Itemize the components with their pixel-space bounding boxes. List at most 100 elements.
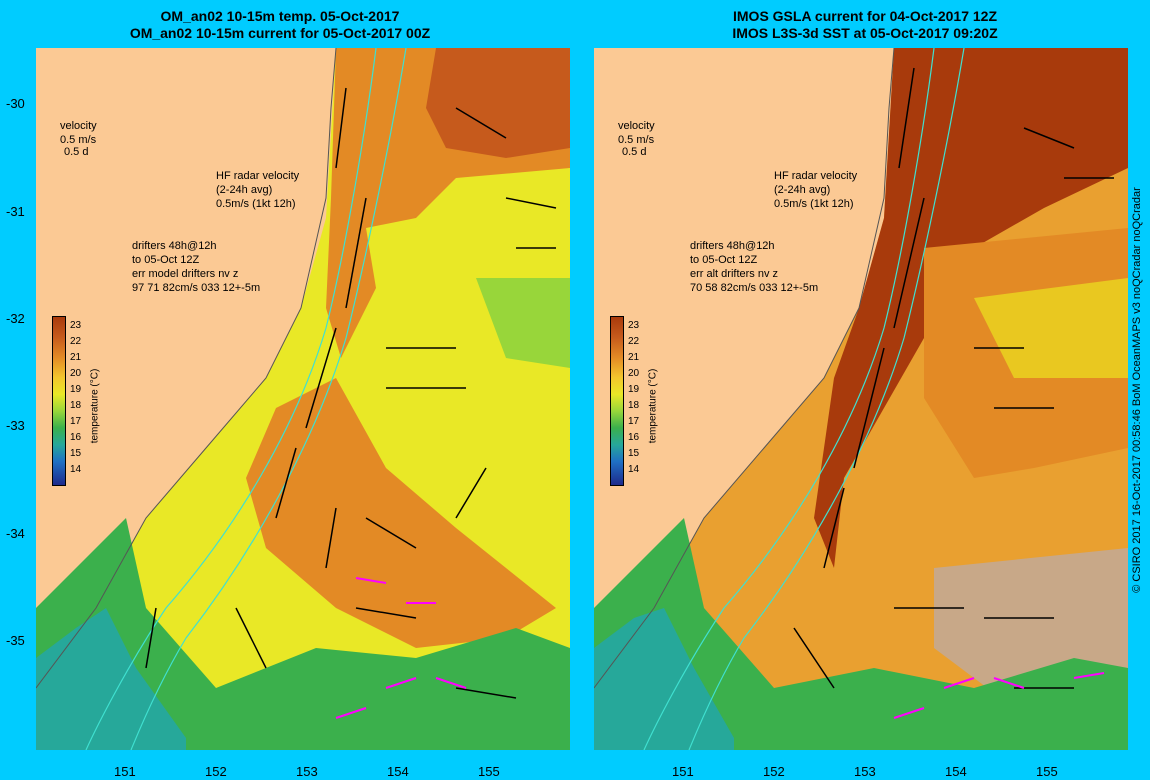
colorbar-tick: 18	[70, 400, 82, 411]
colorbar-tick: 20	[70, 368, 82, 379]
colorbar-tick: 18	[628, 400, 640, 411]
hf-radar-arrow	[1073, 672, 1105, 679]
right-title-line2: IMOS L3S-3d SST at 05-Oct-2017 09:20Z	[732, 25, 998, 41]
right-panel-title: IMOS GSLA current for 04-Oct-2017 12Z IM…	[585, 8, 1145, 42]
hf-radar-arrow	[943, 677, 975, 689]
longitude-tick: 153	[854, 764, 876, 779]
isobath-line	[130, 48, 407, 750]
hf-radar-arrow	[355, 577, 387, 584]
drifters-legend-line3: err alt drifters nv z	[690, 268, 779, 280]
coastline	[594, 48, 895, 689]
colorbar: 23 22 21 20 19 18 17 16 15 14 temperatur…	[610, 316, 690, 486]
warm-tongue	[366, 168, 570, 288]
right-sst-map	[594, 48, 1128, 750]
left-sst-map	[36, 48, 570, 750]
hf-radar-arrow	[435, 677, 467, 689]
latitude-tick: -30	[6, 96, 25, 111]
mid-water	[974, 278, 1128, 378]
warm-eddy	[246, 378, 556, 648]
current-arrow	[455, 467, 487, 519]
colorbar-tick: 19	[628, 384, 640, 395]
colorbar-tick: 21	[70, 352, 82, 363]
latitude-tick: -31	[6, 204, 25, 219]
latitude-tick: -32	[6, 311, 25, 326]
colorbar-tick: 16	[628, 432, 640, 443]
colorbar-tick: 21	[628, 352, 640, 363]
colorbar-tick: 23	[70, 320, 82, 331]
drifters-legend-line1: drifters 48h@12h	[132, 240, 217, 252]
colorbar-tick: 17	[70, 416, 82, 427]
velocity-legend-days: 0.5 d	[64, 146, 89, 158]
colorbar: 23 22 21 20 19 18 17 16 15 14 temperatur…	[52, 316, 132, 486]
current-arrow	[793, 627, 835, 689]
current-arrow	[275, 447, 297, 519]
longitude-tick: 152	[763, 764, 785, 779]
hf-radar-legend-line2: (2-24h avg)	[774, 184, 831, 196]
colorbar-tick: 22	[70, 336, 82, 347]
drifters-legend-line2: to 05-Oct 12Z	[132, 254, 200, 266]
velocity-legend-label: velocity	[60, 120, 97, 132]
hf-radar-arrow	[893, 707, 925, 719]
current-arrow	[145, 607, 157, 669]
current-arrow	[355, 607, 417, 619]
cool-patch-east	[476, 278, 570, 368]
velocity-legend-scale: 0.5 m/s	[60, 134, 97, 146]
hf-radar-legend-line1: HF radar velocity	[216, 170, 300, 182]
colorbar-unit-label: temperature (°C)	[647, 368, 659, 444]
isobath-line	[85, 48, 377, 750]
longitude-tick: 151	[672, 764, 694, 779]
longitude-tick: 154	[387, 764, 409, 779]
drifters-legend-line1: drifters 48h@12h	[690, 240, 775, 252]
current-arrow	[455, 107, 507, 139]
left-title-line1: OM_an02 10-15m temp. 05-Oct-2017	[160, 8, 400, 24]
longitude-tick: 155	[478, 764, 500, 779]
hf-radar-legend-line3: 0.5m/s (1kt 12h)	[774, 198, 854, 210]
colorbar-tick: 20	[628, 368, 640, 379]
colorbar-tick: 23	[628, 320, 640, 331]
cold-water	[594, 608, 734, 750]
colorbar-tick: 14	[70, 464, 82, 475]
right-title-line1: IMOS GSLA current for 04-Oct-2017 12Z	[733, 8, 997, 24]
current-arrow	[455, 687, 517, 699]
current-vectors	[145, 87, 557, 699]
left-panel-title: OM_an02 10-15m temp. 05-Oct-2017 OM_an02…	[0, 8, 560, 42]
longitude-tick: 151	[114, 764, 136, 779]
hot-water	[814, 48, 1128, 568]
velocity-legend-label: velocity	[618, 120, 655, 132]
colorbar-tick: 15	[70, 448, 82, 459]
colorbar-tick: 16	[70, 432, 82, 443]
hf-radar-legend-line3: 0.5m/s (1kt 12h)	[216, 198, 296, 210]
hf-radar-arrow	[385, 677, 417, 689]
current-arrow	[898, 67, 915, 169]
current-arrow	[823, 487, 845, 569]
hot-water	[426, 48, 570, 158]
latitude-tick: -33	[6, 418, 25, 433]
current-arrow	[235, 607, 267, 669]
left-map-panel[interactable]: velocity 0.5 m/s 0.5 d HF radar velocity…	[36, 48, 570, 750]
current-arrow	[893, 197, 925, 329]
drifters-legend-line4: 97 71 82cm/s 033 12+-5m	[132, 282, 261, 294]
colorbar-tick: 22	[628, 336, 640, 347]
colorbar-gradient	[52, 316, 66, 486]
current-arrow	[305, 327, 337, 429]
velocity-legend-scale: 0.5 m/s	[618, 134, 655, 146]
cool-water	[594, 518, 1128, 750]
drifters-legend-line4: 70 58 82cm/s 033 12+-5m	[690, 282, 819, 294]
hf-radar-legend-line2: (2-24h avg)	[216, 184, 273, 196]
hf-radar-arrow	[335, 707, 367, 719]
velocity-legend-days: 0.5 d	[622, 146, 647, 158]
latitude-tick: -34	[6, 526, 25, 541]
colorbar-tick: 19	[70, 384, 82, 395]
drifters-legend-line2: to 05-Oct 12Z	[690, 254, 758, 266]
isobath-line	[643, 48, 935, 750]
current-arrow	[335, 87, 347, 169]
cool-water	[36, 518, 570, 750]
longitude-tick: 154	[945, 764, 967, 779]
right-map-panel[interactable]: velocity 0.5 m/s 0.5 d HF radar velocity…	[594, 48, 1128, 750]
cold-water	[36, 608, 186, 750]
longitude-tick: 155	[1036, 764, 1058, 779]
colorbar-tick: 14	[628, 464, 640, 475]
current-arrow	[325, 507, 337, 569]
credit-text: © CSIRO 2017 16-Oct-2017 00:58:46 BoM Oc…	[1128, 0, 1146, 780]
longitude-tick: 153	[296, 764, 318, 779]
